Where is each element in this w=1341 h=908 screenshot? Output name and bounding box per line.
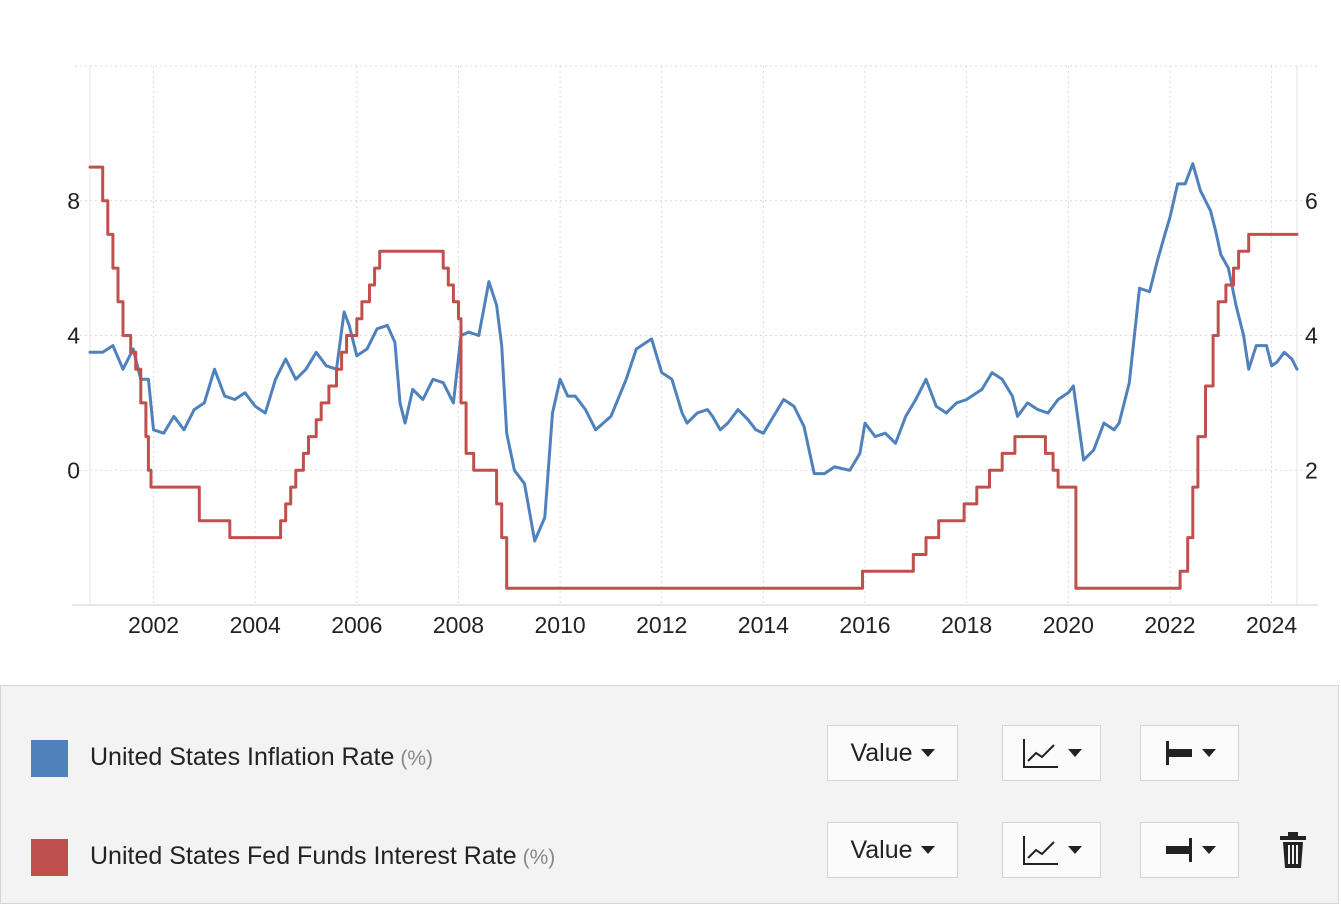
caret-down-icon	[920, 749, 935, 757]
x-tick-label: 2022	[1144, 612, 1195, 638]
x-tick-label: 2024	[1246, 612, 1297, 638]
legend-label-inflation: United States Inflation Rate (%)	[90, 743, 433, 772]
caret-down-icon	[1201, 846, 1216, 854]
x-tick-label: 2010	[535, 612, 586, 638]
series-name: United States Inflation Rate	[90, 743, 395, 771]
series-line-fedfunds	[88, 165, 1299, 590]
caret-down-icon	[1067, 846, 1082, 854]
x-tick-label: 2016	[839, 612, 890, 638]
x-tick-label: 2020	[1043, 612, 1094, 638]
x-tick-label: 2014	[738, 612, 789, 638]
fedfunds-color-swatch	[31, 839, 68, 876]
right-axis-icon	[1165, 838, 1192, 862]
trash-icon[interactable]	[1277, 830, 1309, 870]
chart-type-dropdown-button[interactable]	[1002, 822, 1101, 878]
value-dropdown-label: Value	[850, 738, 913, 767]
legend-label-fedfunds: United States Fed Funds Interest Rate (%)	[90, 842, 555, 871]
caret-down-icon	[1201, 749, 1216, 757]
x-tick-label: 2002	[128, 612, 179, 638]
value-dropdown-button[interactable]: Value	[827, 725, 958, 781]
left-axis-icon	[1165, 741, 1192, 765]
value-dropdown-button[interactable]: Value	[827, 822, 958, 878]
value-dropdown-label: Value	[850, 835, 913, 864]
series-line-inflation	[88, 162, 1299, 543]
x-tick-label: 2018	[941, 612, 992, 638]
line-chart-icon	[1022, 739, 1058, 768]
series-unit: (%)	[522, 846, 556, 869]
chart-area: 2002 2004 2006 2008 2010 2012 2014 2016 2018 2020…	[67, 65, 1320, 638]
x-tick-label: 2004	[230, 612, 281, 638]
line-chart-icon	[1022, 836, 1058, 865]
y-right-tick-label: 2	[1305, 457, 1318, 483]
y-left-tick-label: 4	[67, 323, 80, 349]
x-tick-label: 2012	[636, 612, 687, 638]
chart-type-dropdown-button[interactable]	[1002, 725, 1101, 781]
x-tick-label: 2008	[433, 612, 484, 638]
series-unit: (%)	[400, 747, 434, 770]
caret-down-icon	[920, 846, 935, 854]
legend-row-inflation: United States Inflation Rate (%) Value	[1, 698, 1340, 798]
x-tick-label: 2006	[331, 612, 382, 638]
line-chart: 2002 2004 2006 2008 2010 2012 2014 2016 2018 2020…	[67, 65, 1320, 638]
axis-dropdown-button[interactable]	[1140, 822, 1239, 878]
legend-panel: United States Inflation Rate (%) Value Un…	[0, 685, 1339, 904]
axis-dropdown-button[interactable]	[1140, 725, 1239, 781]
caret-down-icon	[1067, 749, 1082, 757]
y-left-tick-label: 8	[67, 188, 80, 214]
y-right-tick-label: 6	[1305, 188, 1318, 214]
y-left-tick-label: 0	[67, 457, 80, 483]
series-name: United States Fed Funds Interest Rate	[90, 842, 517, 870]
y-right-tick-label: 4	[1305, 323, 1318, 349]
inflation-color-swatch	[31, 740, 68, 777]
legend-row-fedfunds: United States Fed Funds Interest Rate (%)…	[1, 808, 1340, 908]
